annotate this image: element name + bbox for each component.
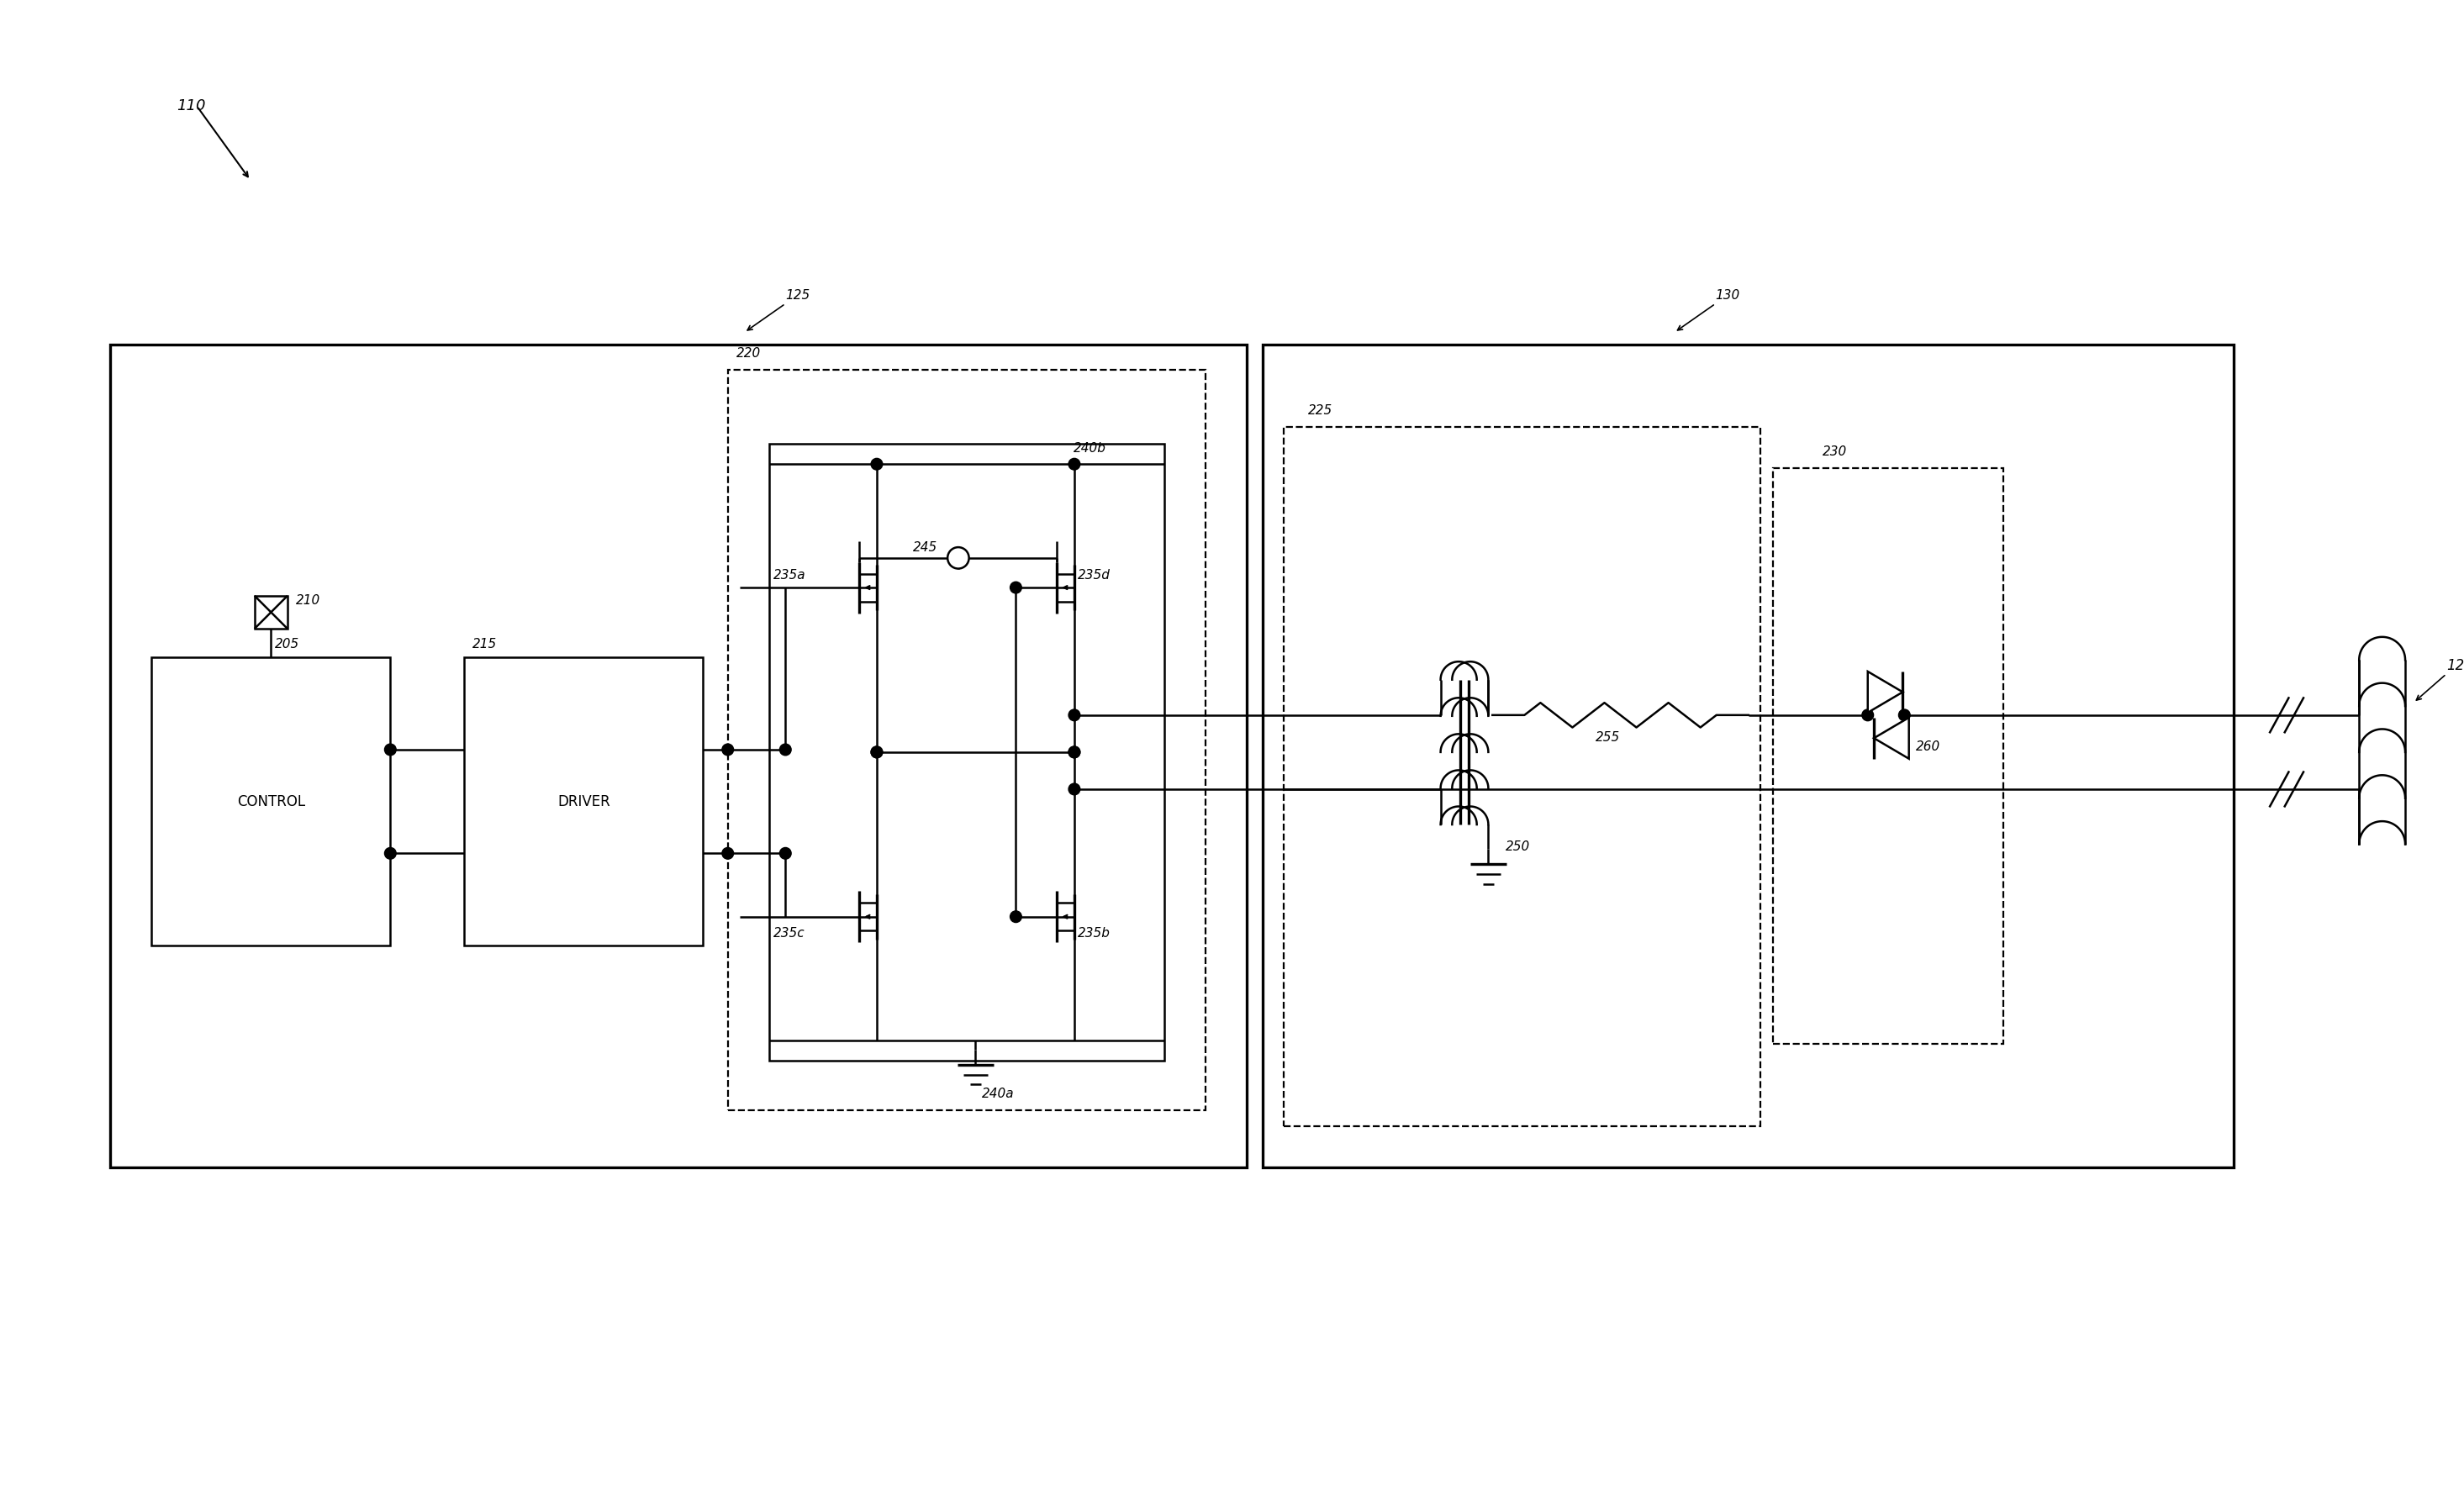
Circle shape <box>870 747 882 758</box>
Bar <box>769 443 1163 1061</box>
Circle shape <box>384 848 397 859</box>
Bar <box>727 370 1205 1110</box>
Text: 225: 225 <box>1308 404 1333 417</box>
Circle shape <box>1069 784 1079 794</box>
Circle shape <box>722 744 734 755</box>
Circle shape <box>1863 709 1873 721</box>
Circle shape <box>779 848 791 859</box>
Circle shape <box>722 848 734 859</box>
Text: 255: 255 <box>1597 732 1621 744</box>
Text: 250: 250 <box>1506 841 1530 853</box>
Text: 125: 125 <box>786 289 811 302</box>
Text: 215: 215 <box>473 637 498 651</box>
Circle shape <box>870 747 882 758</box>
Text: 205: 205 <box>276 637 301 651</box>
Circle shape <box>1069 458 1079 470</box>
Text: DRIVER: DRIVER <box>557 794 611 809</box>
Bar <box>254 595 288 628</box>
Bar <box>111 344 1247 1168</box>
Polygon shape <box>1868 672 1902 712</box>
Polygon shape <box>1875 718 1910 758</box>
Circle shape <box>1069 709 1079 721</box>
Circle shape <box>779 744 791 755</box>
Text: 235b: 235b <box>1077 928 1111 939</box>
Text: 120: 120 <box>2447 658 2464 673</box>
Text: CONTROL: CONTROL <box>237 794 306 809</box>
Text: 235a: 235a <box>774 568 806 582</box>
Text: 240a: 240a <box>983 1088 1015 1100</box>
Circle shape <box>1069 747 1079 758</box>
Bar <box>463 657 702 945</box>
Text: 235d: 235d <box>1077 568 1111 582</box>
Text: 230: 230 <box>1823 446 1848 458</box>
Text: 260: 260 <box>1915 741 1939 752</box>
Text: 130: 130 <box>1715 289 1740 302</box>
Circle shape <box>949 548 968 568</box>
Bar <box>153 657 389 945</box>
Circle shape <box>1010 911 1023 923</box>
Circle shape <box>384 744 397 755</box>
Text: 245: 245 <box>914 542 939 554</box>
Circle shape <box>1010 582 1023 594</box>
Circle shape <box>1069 747 1079 758</box>
Text: 110: 110 <box>177 97 205 114</box>
Bar <box>1262 344 2235 1168</box>
Text: 220: 220 <box>737 347 761 359</box>
Bar <box>1774 468 2003 1044</box>
Circle shape <box>870 458 882 470</box>
Circle shape <box>1900 709 1910 721</box>
Bar <box>1284 426 1762 1126</box>
Text: 240b: 240b <box>1074 441 1106 455</box>
Text: 235c: 235c <box>774 928 806 939</box>
Text: 210: 210 <box>296 594 320 606</box>
